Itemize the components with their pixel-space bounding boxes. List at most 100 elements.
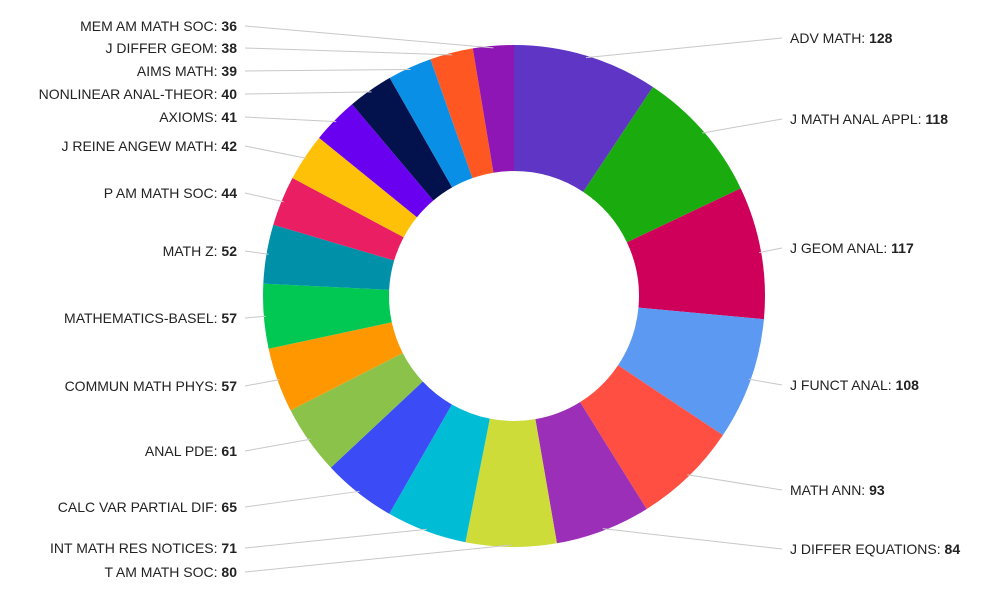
data-label-anal-pde: ANAL PDE: 61: [145, 443, 237, 459]
data-label-value: 118: [925, 111, 948, 127]
slice-j-geom-anal: [626, 188, 766, 320]
slice-mem-am-math-soc: [472, 45, 514, 173]
data-label-category: MATHEMATICS-BASEL:: [64, 310, 221, 326]
slices-group: [262, 45, 766, 548]
data-label-mem-am-math-soc: MEM AM MATH SOC: 36: [80, 18, 237, 34]
leader-line-calc-var-partial-dif: [244, 490, 360, 508]
data-label-j-math-anal-appl: J MATH ANAL APPL: 118: [790, 111, 948, 127]
slice-commun-math-phys: [268, 322, 403, 411]
data-label-value: 41: [221, 109, 237, 125]
data-label-nonlinear-anal-theor: NONLINEAR ANAL-THEOR: 40: [39, 86, 238, 102]
leader-line-j-funct-anal: [748, 378, 783, 386]
data-label-math-ann: MATH ANN: 93: [790, 482, 885, 498]
data-label-category: J DIFFER GEOM:: [106, 40, 222, 56]
data-label-j-differ-equations: J DIFFER EQUATIONS: 84: [790, 541, 960, 557]
data-label-category: CALC VAR PARTIAL DIF:: [58, 499, 222, 515]
slice-adv-math: [514, 45, 653, 192]
data-label-axioms: AXIOMS: 41: [159, 109, 237, 125]
data-label-category: J FUNCT ANAL:: [790, 377, 896, 393]
leader-line-adv-math: [585, 37, 783, 59]
data-label-p-am-math-soc: P AM MATH SOC: 44: [104, 185, 238, 201]
data-label-j-differ-geom: J DIFFER GEOM: 38: [106, 40, 238, 56]
data-label-value: 57: [221, 378, 237, 394]
data-label-calc-var-partial-dif: CALC VAR PARTIAL DIF: 65: [58, 499, 237, 515]
data-label-category: AXIOMS:: [159, 109, 221, 125]
slice-aims-math: [389, 59, 473, 188]
leader-line-anal-pde: [244, 438, 311, 452]
data-label-value: 117: [891, 240, 914, 256]
data-label-math-z: MATH Z: 52: [163, 243, 238, 259]
slice-axioms: [319, 104, 434, 218]
data-label-t-am-math-soc: T AM MATH SOC: 80: [104, 564, 237, 580]
data-label-category: J REINE ANGEW MATH:: [61, 138, 221, 154]
data-label-commun-math-phys: COMMUN MATH PHYS: 57: [65, 378, 238, 394]
slice-calc-var-partial-dif: [330, 381, 452, 514]
leader-line-j-differ-equations: [602, 528, 783, 550]
data-label-category: ANAL PDE:: [145, 443, 222, 459]
data-label-category: COMMUN MATH PHYS:: [65, 378, 222, 394]
leader-line-t-am-math-soc: [244, 544, 512, 573]
leader-line-int-math-res-notices: [244, 528, 427, 549]
data-label-value: 128: [869, 30, 893, 46]
labels-group: ADV MATH: 128 J MATH ANAL APPL: 118 J GEOM…: [39, 18, 961, 580]
leader-line-math-z: [244, 250, 269, 255]
slice-p-am-math-soc: [273, 178, 404, 261]
data-label-category: P AM MATH SOC:: [104, 185, 222, 201]
slice-j-math-anal-appl: [583, 86, 741, 243]
leader-line-p-am-math-soc: [244, 192, 284, 203]
data-label-adv-math: ADV MATH: 128: [790, 30, 893, 46]
leader-line-j-math-anal-appl: [702, 118, 783, 134]
leader-line-mem-am-math-soc: [244, 25, 494, 49]
slice-anal-pde: [290, 352, 423, 468]
data-label-aims-math: AIMS MATH: 39: [137, 63, 237, 79]
data-label-category: MATH ANN:: [790, 482, 869, 498]
data-label-value: 80: [221, 564, 237, 580]
data-label-category: J DIFFER EQUATIONS:: [790, 541, 945, 557]
data-label-value: 44: [221, 185, 237, 201]
data-label-value: 36: [221, 18, 237, 34]
data-label-category: J MATH ANAL APPL:: [790, 111, 925, 127]
data-label-category: AIMS MATH:: [137, 63, 222, 79]
leader-line-j-geom-anal: [759, 247, 783, 254]
leader-line-commun-math-phys: [244, 379, 280, 387]
data-label-value: 38: [221, 40, 237, 56]
data-label-value: 71: [221, 540, 237, 556]
data-label-value: 40: [221, 86, 237, 102]
data-label-mathematics-basel: MATHEMATICS-BASEL: 57: [64, 310, 237, 326]
slice-j-differ-geom: [430, 48, 494, 179]
data-label-category: T AM MATH SOC:: [104, 564, 221, 580]
data-label-value: 42: [221, 138, 237, 154]
data-label-category: INT MATH RES NOTICES:: [50, 540, 221, 556]
leader-line-j-differ-geom: [244, 47, 452, 56]
leader-line-axioms: [244, 116, 337, 123]
data-label-category: NONLINEAR ANAL-THEOR:: [39, 86, 222, 102]
data-label-value: 65: [221, 499, 237, 515]
slice-math-ann: [580, 365, 723, 510]
leader-line-mathematics-basel: [244, 315, 266, 319]
slice-int-math-res-notices: [389, 404, 490, 543]
slice-j-reine-angew-math: [292, 137, 417, 238]
slice-j-funct-anal: [618, 307, 764, 436]
data-label-int-math-res-notices: INT MATH RES NOTICES: 71: [50, 540, 237, 556]
data-label-category: MATH Z:: [163, 243, 222, 259]
leader-line-math-ann: [687, 474, 783, 491]
data-label-value: 39: [221, 63, 237, 79]
data-label-value: 84: [945, 541, 961, 557]
leader-line-aims-math: [244, 69, 411, 72]
data-label-j-reine-angew-math: J REINE ANGEW MATH: 42: [61, 138, 237, 154]
data-label-j-funct-anal: J FUNCT ANAL: 108: [790, 377, 919, 393]
slice-math-z: [263, 224, 395, 290]
slice-j-differ-equations: [535, 402, 647, 544]
data-label-value: 93: [869, 482, 885, 498]
data-label-category: MEM AM MATH SOC:: [80, 18, 221, 34]
data-label-category: ADV MATH:: [790, 30, 869, 46]
leader-lines-group: [244, 25, 783, 573]
leader-line-j-reine-angew-math: [244, 145, 307, 159]
leader-line-nonlinear-anal-theor: [244, 91, 372, 95]
slice-t-am-math-soc: [465, 418, 557, 548]
data-label-value: 52: [221, 243, 237, 259]
data-label-category: J GEOM ANAL:: [790, 240, 891, 256]
data-label-value: 108: [896, 377, 920, 393]
data-label-value: 61: [221, 443, 237, 459]
